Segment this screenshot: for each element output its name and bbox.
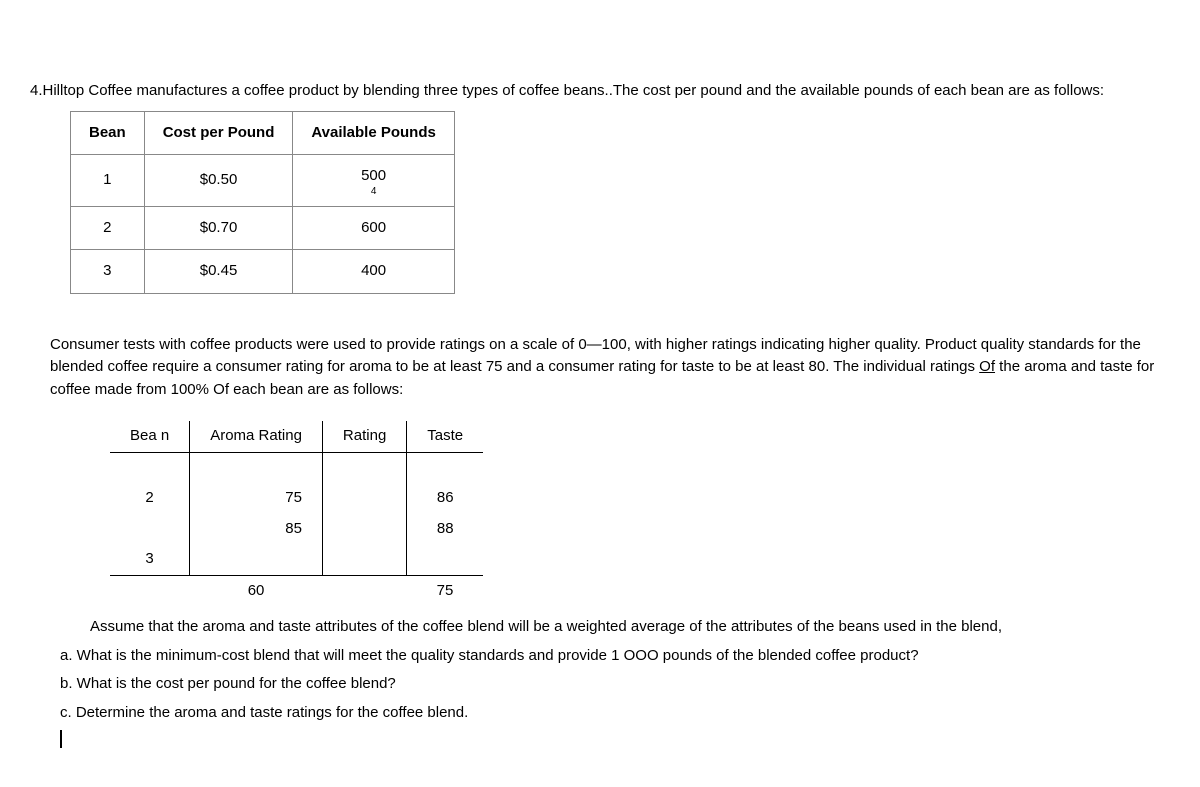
col-bean-header: Bean [71, 111, 145, 155]
cell-bean: 3 [71, 250, 145, 294]
cell-bean: 2 [110, 483, 190, 514]
cell-rating [322, 514, 406, 545]
cell-rating [322, 483, 406, 514]
cell-bean: 3 [110, 544, 190, 575]
cell-aroma: 60 [190, 575, 323, 606]
underlined-text: Of [979, 358, 995, 375]
cell-taste: 75 [407, 575, 483, 606]
cell-cost: $0.70 [144, 206, 293, 250]
cell-taste: 86 [407, 483, 483, 514]
cell-aroma [190, 544, 323, 575]
table-header-row: Bean Cost per Pound Available Pounds [71, 111, 455, 155]
cell-taste [407, 544, 483, 575]
question-c: c. Determine the aroma and taste ratings… [60, 702, 1170, 725]
col-pounds-header: Available Pounds [293, 111, 454, 155]
question-a: a. What is the minimum-cost blend that w… [60, 645, 1170, 668]
cell-bean [110, 452, 190, 483]
table-row: 1 $0.50 500 4 [71, 155, 455, 207]
table-row: 2 $0.70 600 [71, 206, 455, 250]
ratings-table: Bea n Aroma Rating Rating Taste 2 75 86 … [110, 421, 483, 606]
cell-rating [322, 544, 406, 575]
problem-intro: 4.Hilltop Coffee manufactures a coffee p… [30, 80, 1170, 103]
cell-aroma [190, 452, 323, 483]
col-cost-header: Cost per Pound [144, 111, 293, 155]
col-aroma-header: Aroma Rating [190, 421, 323, 452]
table-row: 3 [110, 544, 483, 575]
cell-cost: $0.45 [144, 250, 293, 294]
cell-taste [407, 452, 483, 483]
col-bean-header: Bea n [110, 421, 190, 452]
assumption-text: Assume that the aroma and taste attribut… [90, 616, 1170, 639]
cell-bean [110, 575, 190, 606]
table-header-row: Bea n Aroma Rating Rating Taste [110, 421, 483, 452]
cell-aroma: 75 [190, 483, 323, 514]
cell-taste: 88 [407, 514, 483, 545]
cell-pounds: 400 [293, 250, 454, 294]
cell-bean [110, 514, 190, 545]
cell-aroma: 85 [190, 514, 323, 545]
text-cursor [60, 730, 1170, 748]
table-row: 2 75 86 [110, 483, 483, 514]
col-taste-header: Taste [407, 421, 483, 452]
questions-block: a. What is the minimum-cost blend that w… [60, 645, 1170, 725]
col-rating-header: Rating [322, 421, 406, 452]
cell-pounds: 600 [293, 206, 454, 250]
cell-rating [322, 452, 406, 483]
table-row: 85 88 [110, 514, 483, 545]
bean-cost-table: Bean Cost per Pound Available Pounds 1 $… [70, 111, 455, 294]
question-b: b. What is the cost per pound for the co… [60, 673, 1170, 696]
cell-bean: 2 [71, 206, 145, 250]
cell-rating [322, 575, 406, 606]
table-row: 60 75 [110, 575, 483, 606]
consumer-tests-paragraph: Consumer tests with coffee products were… [50, 334, 1170, 402]
cell-cost: $0.50 [144, 155, 293, 207]
cell-pounds: 500 4 [293, 155, 454, 207]
table-row [110, 452, 483, 483]
table-row: 3 $0.45 400 [71, 250, 455, 294]
cell-bean: 1 [71, 155, 145, 207]
